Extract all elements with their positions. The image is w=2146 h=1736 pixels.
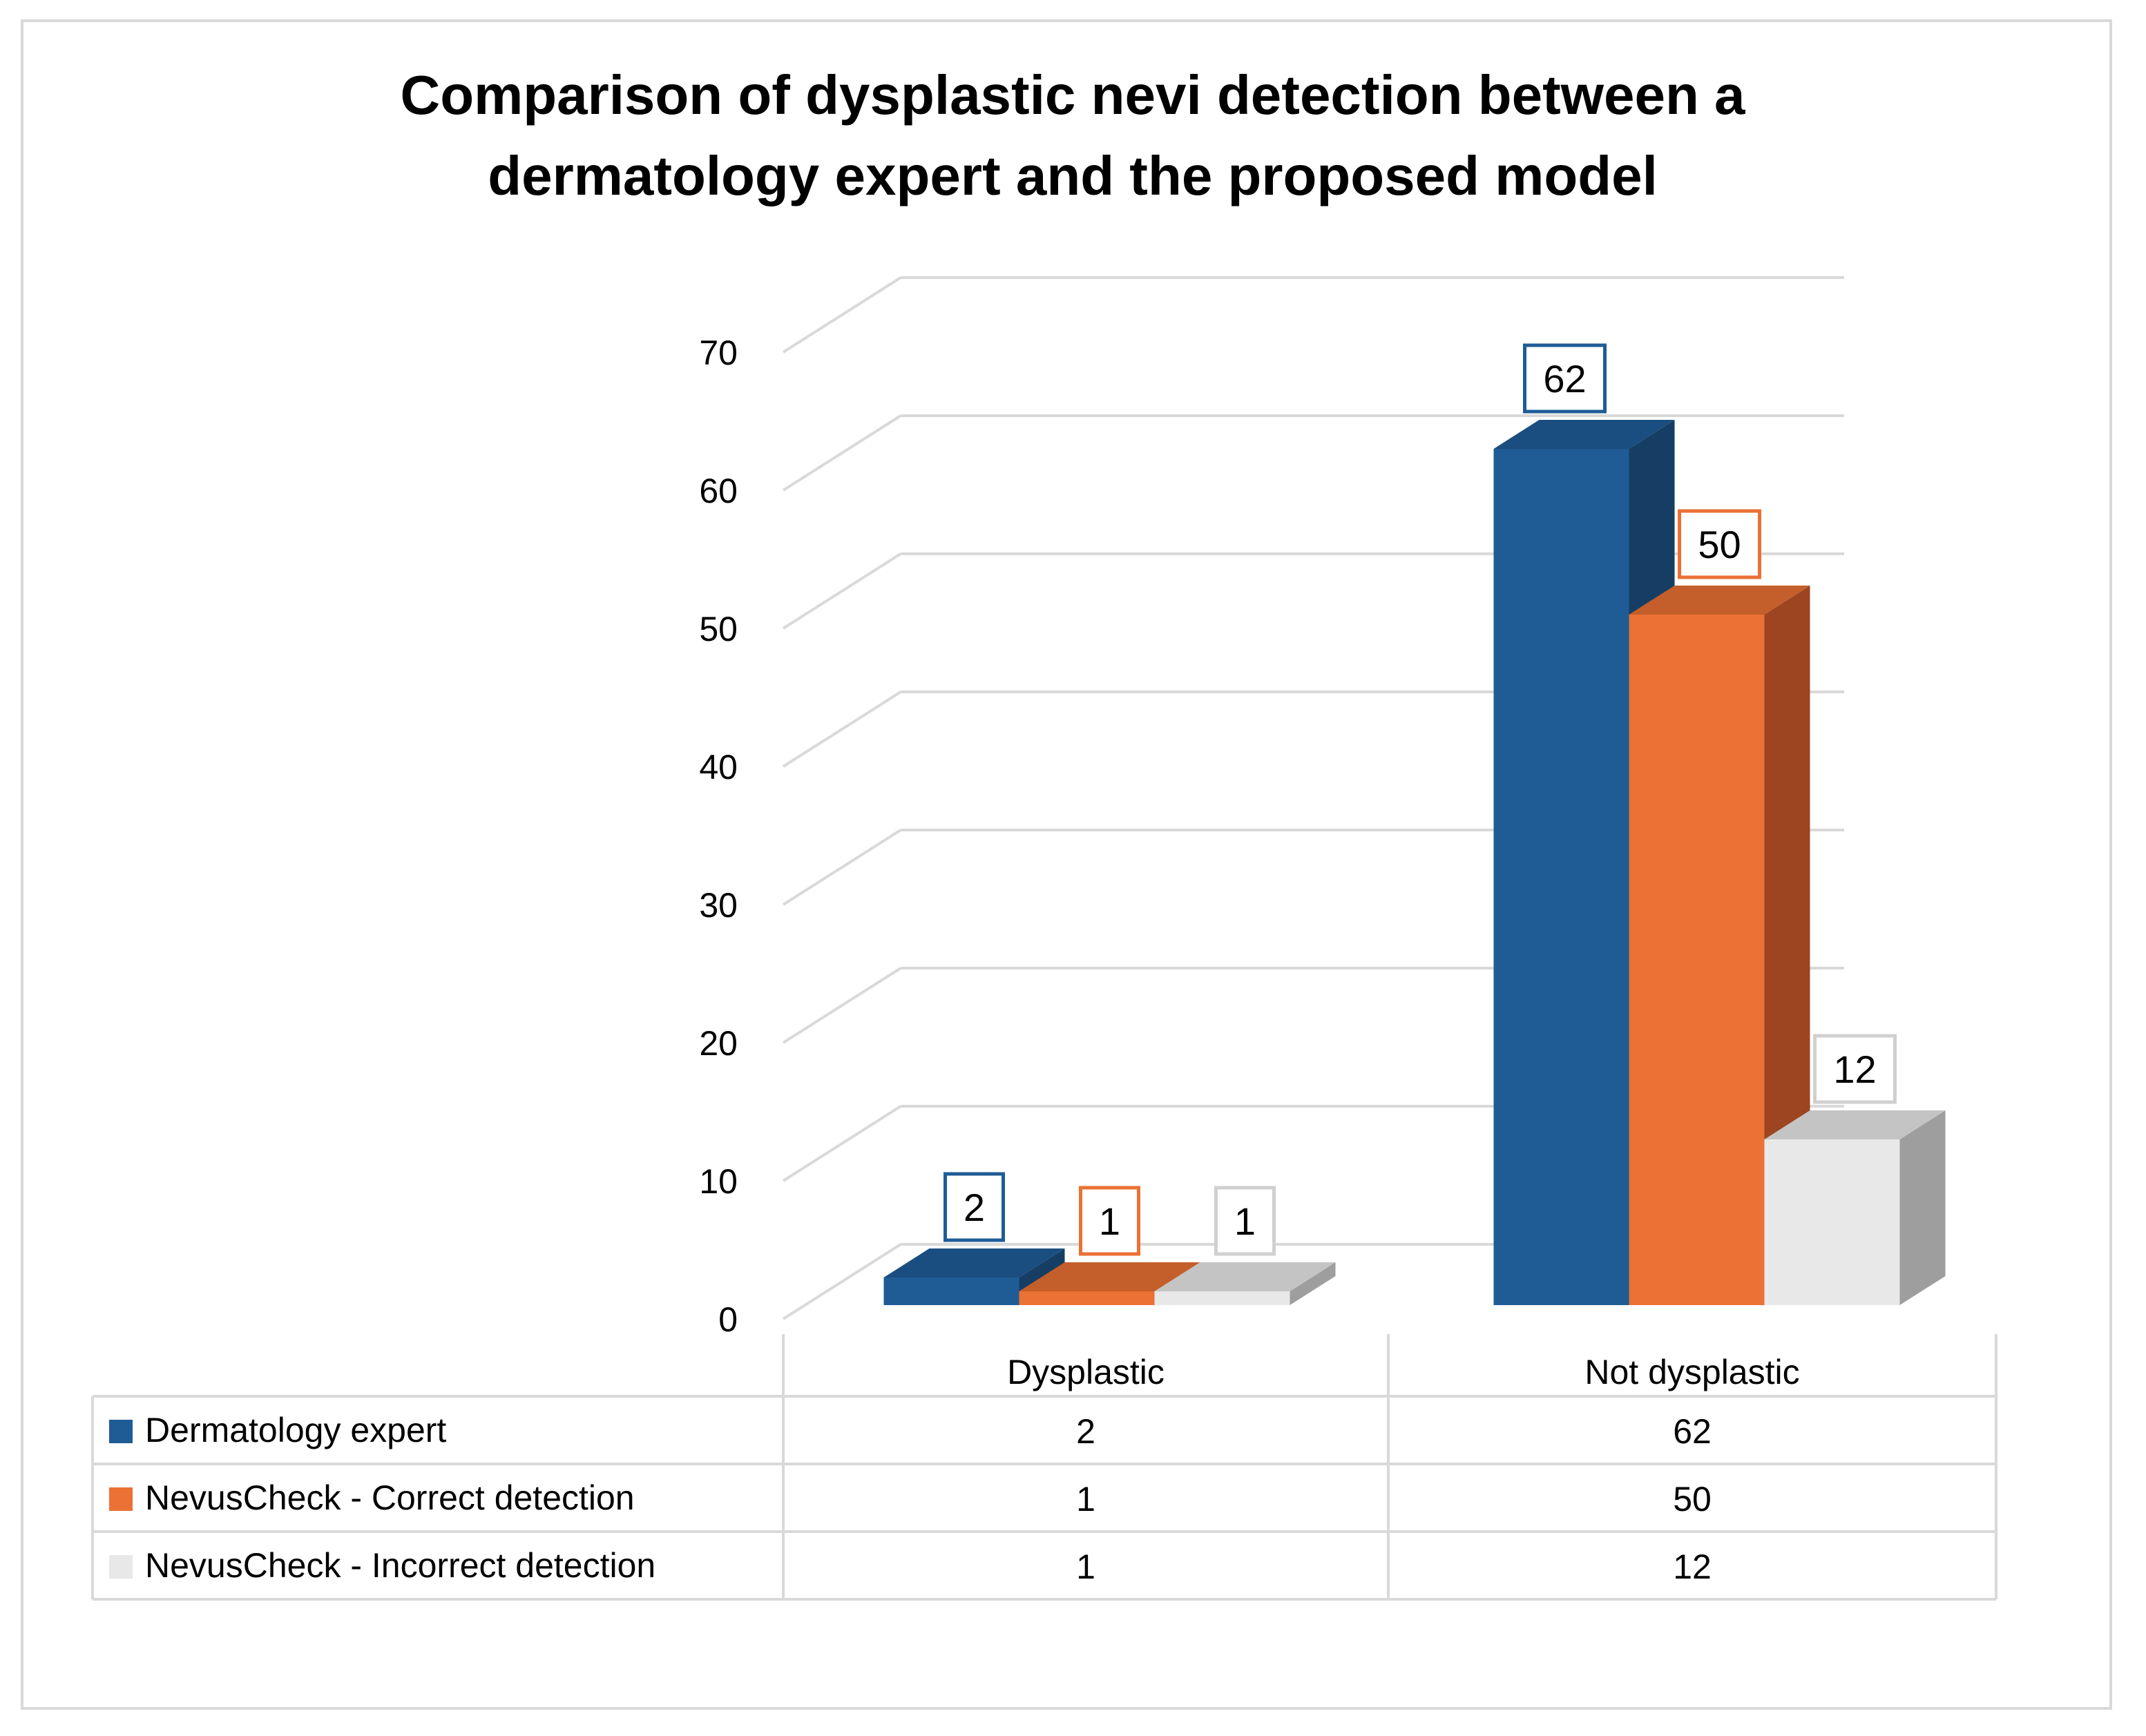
table-header-not-dysplastic: Not dysplastic xyxy=(1584,1353,1799,1391)
data-label-text: 2 xyxy=(964,1186,985,1229)
y-tick-label-30: 30 xyxy=(699,886,738,925)
gridline-diagonal-30 xyxy=(782,829,902,906)
gridline-diagonal-70 xyxy=(782,276,902,354)
data-label-box xyxy=(943,1172,1005,1242)
y-tick-label-70: 70 xyxy=(699,334,738,372)
bar-nevuscheck-correct-detection-not-dysplastic-front xyxy=(1629,615,1765,1305)
gridline-diagonal-20 xyxy=(782,967,902,1044)
legend-label-nevuscheck-incorrect-detection: NevusCheck - Incorrect detection xyxy=(145,1546,655,1585)
data-label-dermatology-expert-not-dysplastic: 62 xyxy=(1523,343,1607,414)
chart-title: Comparison of dysplastic nevi detection … xyxy=(400,64,1745,206)
table-row: NevusCheck - Incorrect detection 1 12 xyxy=(109,1546,1712,1586)
data-label-box xyxy=(1523,343,1607,414)
legend-label-nevuscheck-correct-detection: NevusCheck - Correct detection xyxy=(145,1478,635,1517)
gridline-diagonal-10 xyxy=(782,1105,902,1182)
bar-dermatology-expert-dysplastic-top xyxy=(883,1248,1065,1277)
bar-nevuscheck-incorrect-detection-not-dysplastic xyxy=(1764,1110,1946,1305)
data-label-nevuscheck-incorrect-detection-not-dysplastic: 12 xyxy=(1813,1034,1897,1104)
bar-dermatology-expert-not-dysplastic-front xyxy=(1493,449,1629,1305)
data-label-dermatology-expert-dysplastic: 2 xyxy=(943,1172,1005,1242)
data-label-text: 12 xyxy=(1833,1048,1876,1091)
bar-dermatology-expert-dysplastic-front xyxy=(883,1277,1019,1305)
table-cell-nevuscheck-correct-detection-not-dysplastic: 50 xyxy=(1673,1480,1712,1518)
legend-swatch-nevuscheck-correct-detection xyxy=(109,1487,133,1511)
bar-nevuscheck-correct-detection-not-dysplastic-top xyxy=(1629,586,1810,615)
legend-swatch-nevuscheck-incorrect-detection xyxy=(109,1555,133,1579)
chart-title-line-2: dermatology expert and the proposed mode… xyxy=(488,145,1658,206)
gridline-diagonal-40 xyxy=(782,691,902,768)
bar-nevuscheck-incorrect-detection-dysplastic-top xyxy=(1154,1262,1336,1291)
bar-nevuscheck-correct-detection-not-dysplastic xyxy=(1629,586,1810,1305)
table-cell-nevuscheck-incorrect-detection-not-dysplastic: 12 xyxy=(1673,1547,1712,1586)
bar-nevuscheck-correct-detection-dysplastic-front xyxy=(1019,1291,1155,1305)
data-label-box xyxy=(1813,1034,1897,1104)
data-table: Dysplastic Not dysplastic Dermatology expe… xyxy=(91,1334,1997,1601)
y-axis-ticks: 0 10 20 30 40 50 60 70 xyxy=(699,334,738,1339)
chart-title-line-1: Comparison of dysplastic nevi detection … xyxy=(400,64,1745,126)
data-label-text: 50 xyxy=(1698,523,1741,566)
data-label-text: 62 xyxy=(1543,357,1586,401)
data-label-nevuscheck-incorrect-detection-dysplastic: 1 xyxy=(1214,1186,1276,1256)
bar-dermatology-expert-not-dysplastic-top xyxy=(1493,420,1675,449)
data-label-nevuscheck-correct-detection-dysplastic: 1 xyxy=(1079,1186,1140,1256)
bar-nevuscheck-incorrect-detection-not-dysplastic-side xyxy=(1899,1110,1946,1305)
y-tick-label-50: 50 xyxy=(699,610,738,648)
bar-nevuscheck-incorrect-detection-dysplastic-front xyxy=(1154,1291,1290,1305)
data-labels: 2 1 1 62 50 12 xyxy=(943,343,1897,1256)
gridline-diagonal-0 xyxy=(782,1243,902,1320)
y-tick-label-40: 40 xyxy=(699,748,738,787)
gridline-diagonal-50 xyxy=(782,552,902,630)
table-cell-dermatology-expert-dysplastic: 2 xyxy=(1076,1412,1095,1451)
data-label-box xyxy=(1678,509,1761,579)
data-label-nevuscheck-correct-detection-not-dysplastic: 50 xyxy=(1678,509,1761,579)
y-tick-label-0: 0 xyxy=(718,1300,738,1339)
bar-nevuscheck-incorrect-detection-not-dysplastic-top xyxy=(1764,1110,1946,1139)
bar-nevuscheck-incorrect-detection-dysplastic xyxy=(1154,1262,1336,1305)
bar-nevuscheck-incorrect-detection-dysplastic-side xyxy=(1290,1262,1336,1305)
data-label-box xyxy=(1079,1186,1140,1256)
bar-nevuscheck-incorrect-detection-not-dysplastic-front xyxy=(1764,1139,1900,1305)
y-tick-label-10: 10 xyxy=(699,1162,738,1201)
gridline-diagonal-60 xyxy=(782,414,902,492)
bars xyxy=(883,420,1946,1305)
legend-label-dermatology-expert: Dermatology expert xyxy=(145,1411,446,1449)
bar-nevuscheck-correct-detection-dysplastic-top xyxy=(1019,1262,1200,1291)
y-tick-label-20: 20 xyxy=(699,1024,738,1063)
data-label-box xyxy=(1214,1186,1276,1256)
data-label-text: 1 xyxy=(1099,1199,1120,1243)
table-cell-nevuscheck-correct-detection-dysplastic: 1 xyxy=(1076,1480,1095,1518)
table-cell-nevuscheck-incorrect-detection-dysplastic: 1 xyxy=(1076,1547,1095,1586)
table-row: Dermatology expert 2 62 xyxy=(109,1411,1712,1451)
legend-swatch-dermatology-expert xyxy=(109,1420,133,1443)
table-cell-dermatology-expert-not-dysplastic: 62 xyxy=(1673,1412,1712,1451)
data-label-text: 1 xyxy=(1234,1199,1256,1243)
table-row: NevusCheck - Correct detection 1 50 xyxy=(109,1478,1712,1518)
table-header-dysplastic: Dysplastic xyxy=(1007,1353,1165,1391)
y-tick-label-60: 60 xyxy=(699,472,738,510)
